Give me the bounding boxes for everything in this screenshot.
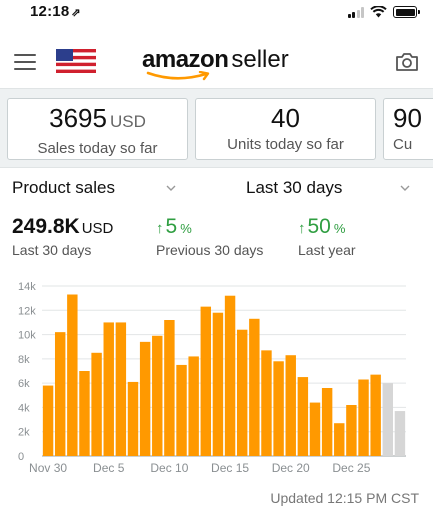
card-value-number: 3695 xyxy=(49,103,107,133)
stat-previous-label: Previous 30 days xyxy=(156,242,264,258)
card-partial[interactable]: 90 Cu xyxy=(383,98,433,160)
stat-total-sales: 249.8K USD Last 30 days xyxy=(12,215,113,258)
chart-bar[interactable] xyxy=(370,374,381,456)
chart-bar[interactable] xyxy=(224,295,236,456)
stat-previous-unit: % xyxy=(180,221,192,236)
chart-bar[interactable] xyxy=(67,294,78,457)
y-tick-label: 4k xyxy=(18,402,30,414)
chart-bar[interactable] xyxy=(382,383,394,456)
chart-bar[interactable] xyxy=(309,402,321,456)
chart-bar[interactable] xyxy=(321,388,333,456)
card-sales-today[interactable]: 3695 USD Sales today so far xyxy=(7,98,188,160)
wifi-icon xyxy=(370,6,387,18)
amazon-seller-logo: amazon seller xyxy=(142,46,292,82)
chart-bar[interactable] xyxy=(42,385,54,456)
status-bar: 12:18 ⇗ xyxy=(0,0,433,30)
card-label: Sales today so far xyxy=(37,140,158,157)
chart-bar[interactable] xyxy=(176,364,187,456)
chart-bar[interactable] xyxy=(200,306,212,456)
date-range-dropdown-value: Last 30 days xyxy=(246,178,343,197)
chart-bar[interactable] xyxy=(297,377,309,456)
app-header: amazon seller xyxy=(0,36,433,86)
battery-icon xyxy=(393,6,420,18)
x-tick-label: Nov 30 xyxy=(29,461,67,475)
logo-word-seller: seller xyxy=(231,46,289,73)
stat-previous-period: ↑5% Previous 30 days xyxy=(156,215,263,258)
chart-bar[interactable] xyxy=(212,312,224,456)
card-label: Units today so far xyxy=(227,136,344,153)
card-value: 40 xyxy=(271,103,300,133)
chart-bar[interactable] xyxy=(152,335,163,456)
stat-year-unit: % xyxy=(333,221,346,236)
summary-cards: 3695 USD Sales today so far 40 Units toda… xyxy=(0,88,433,168)
x-tick-label: Dec 20 xyxy=(272,461,310,475)
arrow-up-icon: ↑ xyxy=(298,220,306,237)
metric-dropdown-value: Product sales xyxy=(12,178,115,197)
us-flag-icon[interactable] xyxy=(56,49,96,73)
y-tick-label: 12k xyxy=(18,305,36,317)
y-tick-label: 14k xyxy=(18,281,36,293)
stat-year-label: Last year xyxy=(298,242,356,258)
stat-last-year: ↑50% Last year xyxy=(298,215,356,258)
chart-bar[interactable] xyxy=(261,350,272,456)
stat-total-value: 249.8K xyxy=(12,215,80,238)
x-tick-label: Dec 5 xyxy=(93,461,125,475)
status-time: 12:18 ⇗ xyxy=(30,3,81,20)
chart-bar[interactable] xyxy=(249,318,260,456)
arrow-up-icon: ↑ xyxy=(156,220,164,237)
chart-bar[interactable] xyxy=(127,381,139,456)
chart-bar[interactable] xyxy=(394,411,406,456)
metric-dropdown[interactable]: Product sales xyxy=(12,178,192,200)
x-tick-label: Dec 15 xyxy=(211,461,249,475)
stat-total-unit: USD xyxy=(81,220,114,237)
y-tick-label: 8k xyxy=(18,354,30,366)
card-label: Cu xyxy=(393,136,413,153)
card-value: 3695 USD xyxy=(8,103,187,137)
chevron-down-icon xyxy=(400,185,410,191)
signal-icon xyxy=(347,6,364,18)
chart-bar[interactable] xyxy=(334,423,345,456)
y-tick-label: 6k xyxy=(18,378,30,390)
chart-bar[interactable] xyxy=(358,379,369,457)
chart-bar[interactable] xyxy=(79,371,90,456)
chevron-down-icon xyxy=(166,185,176,191)
camera-icon[interactable] xyxy=(395,51,419,73)
chart-bar[interactable] xyxy=(103,322,114,456)
x-tick-label: Dec 25 xyxy=(332,461,370,475)
y-tick-label: 0 xyxy=(18,451,24,463)
status-time-text: 12:18 xyxy=(30,3,70,20)
x-tick-label: Dec 10 xyxy=(150,461,188,475)
chart-bar[interactable] xyxy=(273,361,284,456)
card-units-today[interactable]: 40 Units today so far xyxy=(195,98,376,160)
y-tick-label: 10k xyxy=(18,330,36,342)
status-icons xyxy=(347,6,420,18)
card-value: 90 xyxy=(393,103,422,133)
menu-icon[interactable] xyxy=(14,54,36,70)
stat-year-value: 50 xyxy=(307,215,331,238)
chart-bar[interactable] xyxy=(188,356,199,456)
location-icon: ⇗ xyxy=(71,7,81,19)
chart-bar[interactable] xyxy=(164,320,175,456)
sales-bar-chart[interactable]: 0 2k 4k 6k 8k 10k 12k 14k Nov 30 Dec 5 Dec 10 Dec 1… xyxy=(0,278,433,478)
stat-total-label: Last 30 days xyxy=(12,242,92,258)
date-range-dropdown[interactable]: Last 30 days xyxy=(246,178,418,200)
chart-bar[interactable] xyxy=(115,322,127,456)
chart-bar[interactable] xyxy=(139,341,151,456)
y-tick-label: 2k xyxy=(18,427,30,439)
chart-bar[interactable] xyxy=(285,355,296,456)
amazon-smile-icon xyxy=(146,71,210,81)
chart-bar[interactable] xyxy=(236,329,248,456)
chart-bar[interactable] xyxy=(346,405,357,456)
chart-bar[interactable] xyxy=(91,352,102,456)
logo-word-amazon: amazon xyxy=(142,46,229,73)
chart-bar[interactable] xyxy=(54,332,66,456)
card-value-unit: USD xyxy=(109,112,146,131)
updated-timestamp: Updated 12:15 PM CST xyxy=(270,490,419,506)
stat-previous-value: 5 xyxy=(165,215,178,238)
